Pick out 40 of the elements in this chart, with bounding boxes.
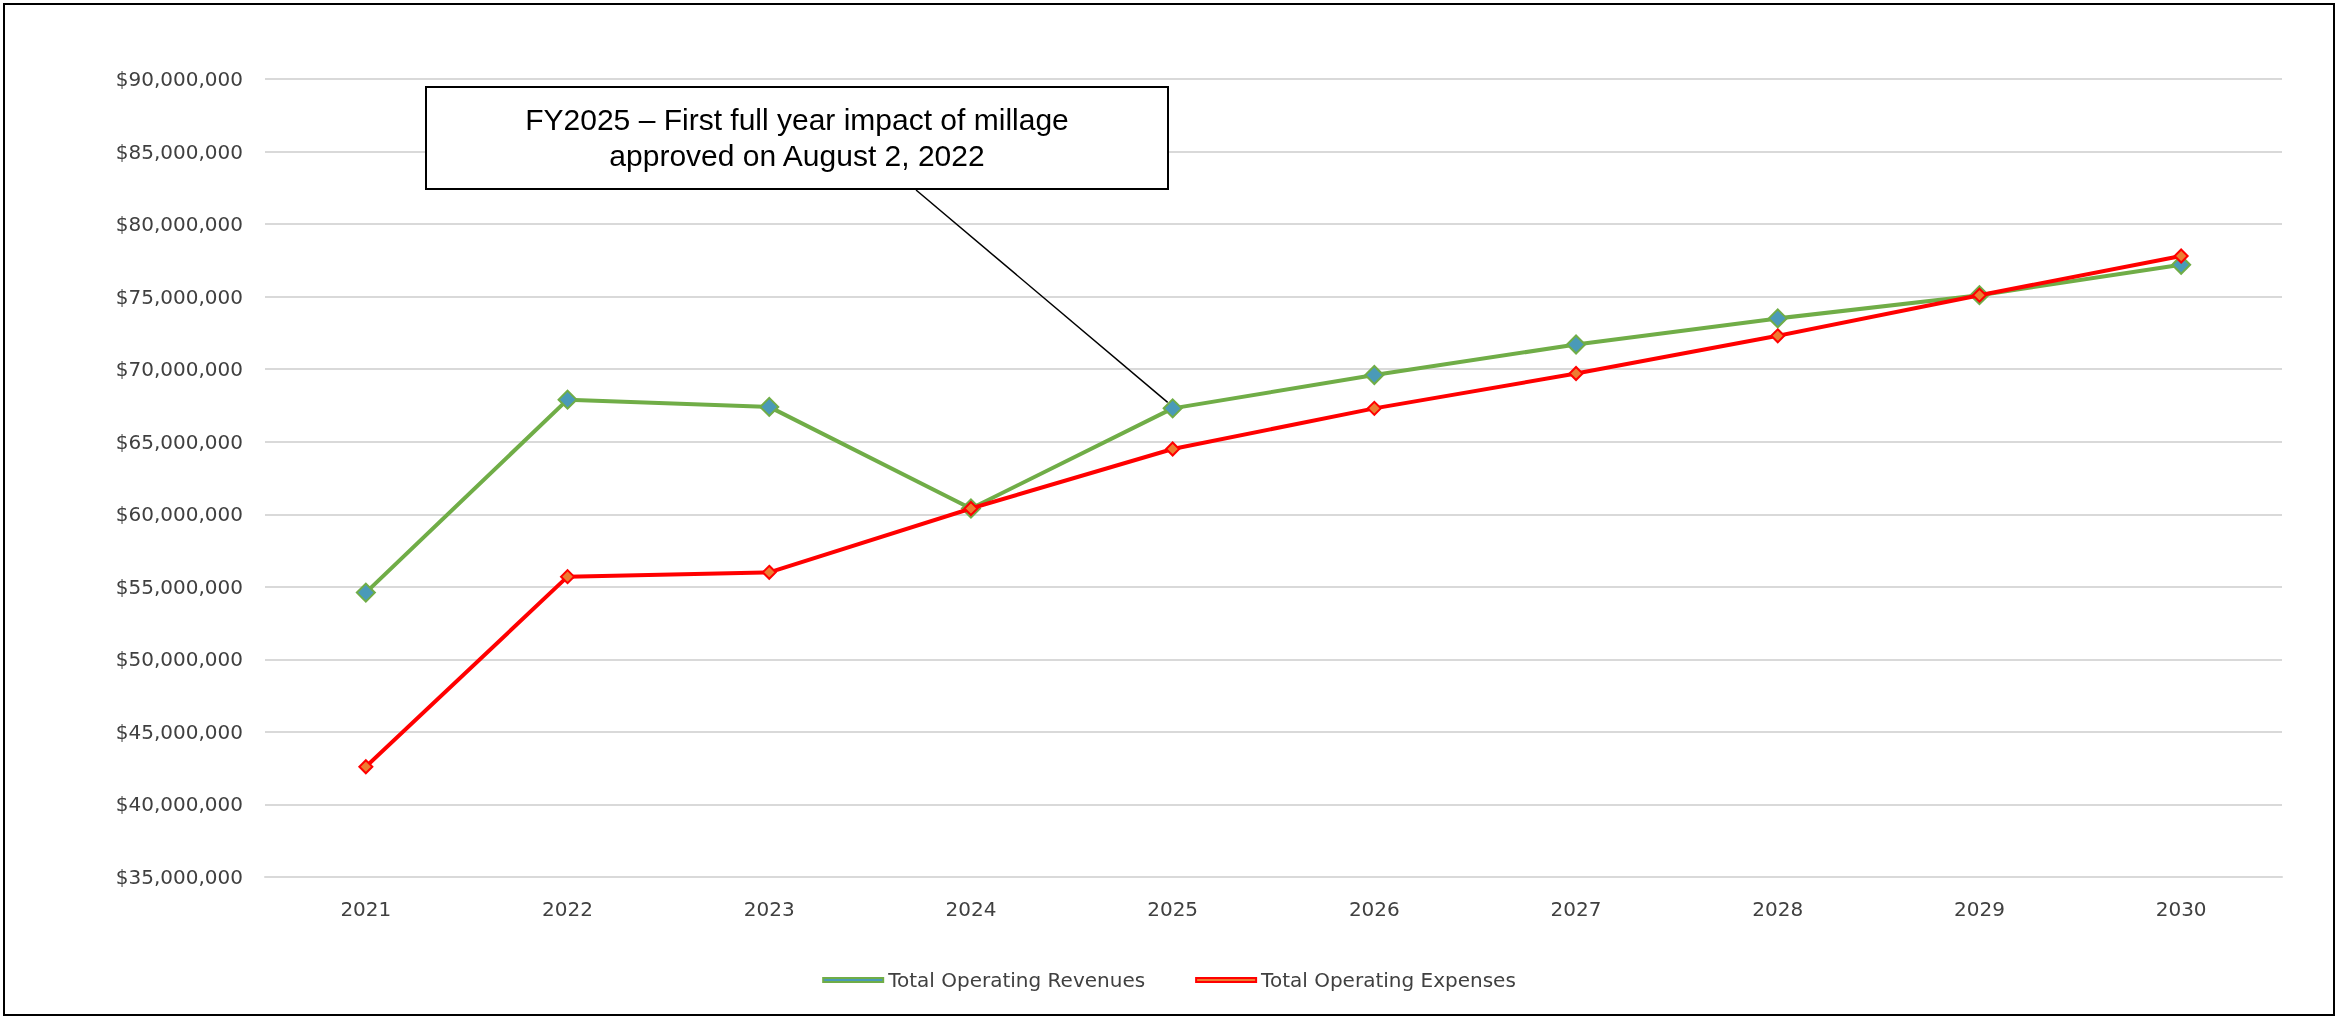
point — [1165, 441, 1181, 457]
y-tick-label: $85,000,000 — [115, 139, 243, 164]
point — [2173, 248, 2189, 264]
legend-label: Total Operating Expenses — [1260, 968, 1516, 992]
point — [1770, 328, 1786, 344]
y-tick-label: $45,000,000 — [115, 719, 243, 744]
point — [557, 389, 578, 410]
y-tick-label: $55,000,000 — [115, 574, 243, 599]
point — [1568, 366, 1584, 382]
point — [759, 396, 780, 417]
y-tick-label: $50,000,000 — [115, 647, 243, 672]
y-tick-label: $35,000,000 — [115, 865, 243, 889]
point — [355, 582, 376, 603]
x-tick-label: 2026 — [1348, 897, 1400, 921]
legend-label: Total Operating Revenues — [887, 968, 1146, 992]
y-tick-label: $90,000,000 — [115, 67, 243, 91]
x-tick-label: 2021 — [340, 897, 392, 921]
y-tick-label: $65,000,000 — [115, 429, 243, 454]
callout-box: FY2025 – First full year impact of millage approved on August 2, 2022 — [425, 86, 1169, 190]
x-tick-label: 2023 — [743, 897, 795, 921]
point — [1162, 398, 1183, 419]
x-tick-label: 2025 — [1147, 897, 1199, 921]
y-tick-label: $80,000,000 — [115, 212, 243, 237]
point — [358, 759, 374, 775]
point — [761, 564, 777, 580]
y-tick-label: $40,000,000 — [115, 792, 243, 817]
x-tick-label: 2022 — [542, 897, 593, 921]
x-tick-label: 2028 — [1752, 897, 1804, 921]
x-tick-label: 2030 — [2155, 897, 2207, 921]
x-tick-label: 2027 — [1550, 897, 1602, 921]
point — [1566, 334, 1587, 355]
y-tick-label: $75,000,000 — [115, 284, 243, 309]
x-tick-label: 2029 — [1954, 897, 2005, 921]
point — [560, 569, 576, 585]
point — [1767, 308, 1788, 329]
point — [1364, 364, 1385, 385]
point — [1366, 400, 1382, 416]
x-tick-label: 2024 — [945, 897, 997, 921]
y-tick-label: $60,000,000 — [115, 502, 243, 527]
y-tick-label: $70,000,000 — [115, 357, 243, 382]
